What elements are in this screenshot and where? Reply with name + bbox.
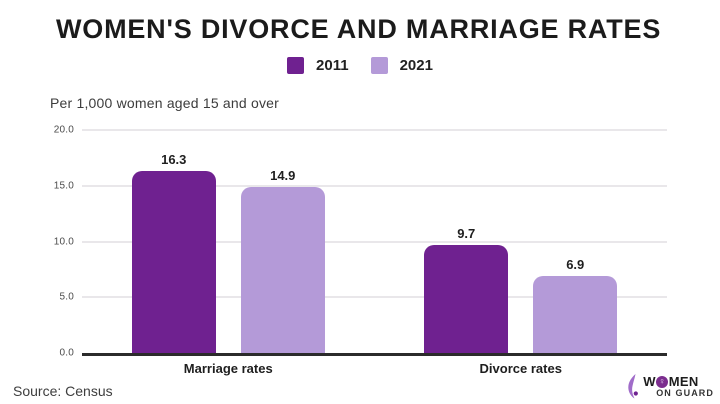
logo-men: MEN	[668, 373, 699, 389]
gridline-10.0	[82, 240, 667, 243]
bar-value-label-2011-divorce-rates: 9.7	[457, 225, 476, 241]
logo-line2: ON GUARD	[656, 387, 714, 398]
gridline-5.0	[82, 296, 667, 299]
y-tick-label-15.0: 15.0	[53, 180, 74, 192]
logo-wordmark: W ♀ MEN ON GUARD	[643, 375, 714, 398]
bar-wrap-2011-divorce-rates: 9.7	[424, 130, 509, 353]
bar-wrap-2021-divorce-rates: 6.9	[533, 130, 618, 353]
plot-area: 0.0 5.0 10.0 15.0 20.0 16.3 14.9 9.7 6.9	[54, 125, 667, 359]
legend-item-2011: 2011	[287, 57, 349, 74]
logo-female-symbol-icon: ♀	[656, 375, 669, 388]
women-on-guard-logo-icon	[628, 374, 639, 399]
bar-value-label-2021-marriage-rates: 14.9	[270, 167, 296, 183]
legend-item-2021: 2021	[370, 57, 433, 74]
y-tick-label-0.0: 0.0	[59, 347, 74, 359]
logo-line1: W ♀ MEN	[643, 375, 714, 389]
x-category-label-divorce-rates: Divorce rates	[479, 361, 562, 376]
legend: 2011 2021	[0, 57, 720, 74]
legend-swatch-2021	[370, 57, 388, 74]
bar-2011-divorce-rates	[424, 244, 509, 353]
bar-wrap-2011-marriage-rates: 16.3	[131, 130, 216, 353]
bar-groups: 16.3 14.9 9.7 6.9	[82, 130, 667, 353]
bar-wrap-2021-marriage-rates: 14.9	[240, 130, 325, 353]
x-category-label-marriage-rates: Marriage rates	[183, 361, 273, 376]
logo-w: W	[643, 373, 656, 389]
legend-swatch-2011	[287, 57, 305, 74]
bar-2011-marriage-rates	[131, 171, 216, 353]
y-tick-label-10.0: 10.0	[53, 236, 74, 247]
bar-value-label-2011-marriage-rates: 16.3	[161, 152, 187, 168]
gridline-20.0	[82, 129, 667, 131]
legend-label-2011: 2011	[316, 57, 349, 74]
bar-value-label-2021-divorce-rates: 6.9	[566, 257, 585, 273]
bar-group-marriage-rates: 16.3 14.9	[82, 130, 375, 353]
bar-2021-divorce-rates	[533, 276, 618, 353]
bar-chart: 0.0 5.0 10.0 15.0 20.0 16.3 14.9 9.7 6.9 Marriag…	[30, 125, 667, 376]
gridline-15.0	[82, 184, 667, 187]
source-note: Source: Census	[13, 383, 113, 399]
bar-2021-marriage-rates	[240, 186, 325, 353]
x-axis-category-labels: Marriage rates Divorce rates	[82, 361, 667, 376]
bar-group-divorce-rates: 9.7 6.9	[375, 130, 668, 353]
legend-label-2021: 2021	[399, 57, 433, 74]
axis-units-label: Per 1,000 women aged 15 and over	[50, 95, 279, 111]
y-tick-label-5.0: 5.0	[59, 291, 74, 303]
chart-title: WOMEN'S DIVORCE AND MARRIAGE RATES	[56, 14, 662, 44]
y-tick-label-20.0: 20.0	[53, 124, 74, 136]
women-on-guard-logo: W ♀ MEN ON GUARD	[626, 373, 714, 400]
